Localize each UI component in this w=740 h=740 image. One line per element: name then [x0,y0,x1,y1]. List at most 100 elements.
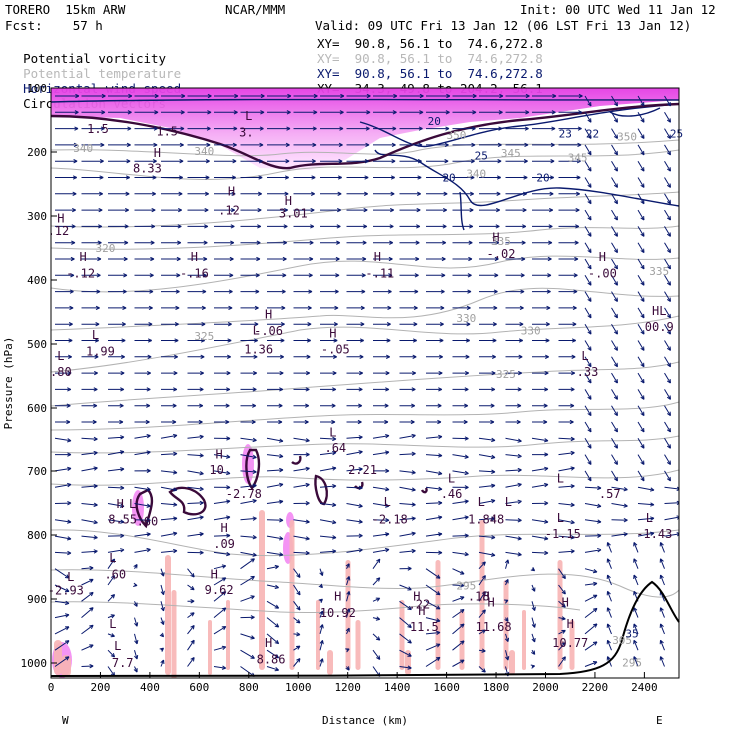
legend-wind-xy: XY= 90.8, 56.1 to 74.6,272.8 [317,66,543,81]
pv-extremum-label: .46 [441,487,463,501]
theta-label: 330 [456,312,476,325]
terrain-line [50,580,680,677]
theta-label: 335 [491,235,511,248]
theta-contour [51,435,679,454]
valid-label: Valid: 09 UTC Fri 13 Jan 12 (06 LST Fri … [315,18,692,33]
pv-extremum-label: H [265,636,272,650]
pv-extremum-label: -.16 [180,266,209,280]
pv-extremum-label: -1.15 [545,527,581,541]
theta-label: 330 [521,324,541,337]
theta-contour [51,287,679,331]
wind-speed-label: 23 [559,127,572,140]
pv-extremum-label: H [562,596,569,610]
theta-label: 350 [447,129,467,142]
y-tick-label: 400 [27,274,47,287]
y-tick-label: 600 [27,402,47,415]
pv-contour [51,102,679,170]
theta-contour [51,139,679,157]
east-label: E [656,714,663,727]
wind-speed-label: 20 [442,171,455,184]
pv-extremum-label: L [448,472,455,486]
y-tick-label: 800 [27,529,47,542]
init-label: Init: 00 UTC Wed 11 Jan 12 [520,2,716,17]
pv-contour [354,481,428,494]
pv-extremum-label: L [478,495,485,509]
pv-extremum-label: 00.9 [645,320,674,334]
theta-label: 335 [649,265,669,278]
y-tick-label: 1000 [21,657,48,670]
moisture-column [569,620,575,670]
pv-extremum-label: 1.99 [86,345,115,359]
pv-extremum-label: H [57,211,64,225]
pv-extremum-label: 1.36 [244,343,273,357]
pv-extremum-label: -.06 [254,324,283,338]
pv-extremum-label: H [117,497,124,511]
theta-label: 305 [612,634,632,647]
legend-pv-name: Potential vorticity [23,51,167,66]
pv-extremum-label: 10.92 [320,606,356,620]
fcst-label: Fcst: 57 h [5,18,103,33]
pv-extremum-label: -2.18 [372,512,408,526]
moisture-column [226,600,230,670]
moisture-column [54,640,62,675]
y-tick-label: 700 [27,465,47,478]
theta-label: 350 [617,130,637,143]
pv-extremum-label: -.11 [365,266,394,280]
x-tick-label: 400 [140,681,160,694]
theta-contour [51,315,679,373]
x-tick-label: 1200 [334,681,361,694]
pv-extremum-label: 1.5 [87,122,109,136]
theta-label: 325 [194,330,214,343]
pv-extremum-label: H [211,568,218,582]
pv-contour [135,488,154,529]
pv-extremum-label: H [285,194,292,208]
pv-extremum-label: H [191,250,198,264]
pv-extremum-label: L [114,639,121,653]
theta-contour [51,401,679,431]
pv-extremum-label: H [413,589,420,603]
pv-extremum-label: L [253,323,260,337]
pv-extremum-label: H [329,327,336,341]
x-tick-label: 200 [91,681,111,694]
pv-extremum-label: L [57,349,64,363]
pv-extremum-label: 7.7 [112,656,134,670]
y-tick-label: 300 [27,210,47,223]
pv-extremum-label: 11.68 [476,620,512,634]
pv-extremum-label: H [599,250,606,264]
legend-theta: Potential temperature [8,51,181,81]
pv-extremum-label: H [487,596,494,610]
pv-extremum-label: .18 [468,589,490,603]
wind-speed-label: 25 [475,150,488,163]
pv-extremum-label: L [646,511,653,525]
pv-extremum-label: L [67,570,74,584]
x-tick-label: 2200 [582,681,609,694]
pv-extremum-label: .60 [137,514,159,528]
moisture-column [509,650,515,675]
pv-extremum-label: HL [652,304,666,318]
pv-extremum-label: .33 [577,365,599,379]
y-tick-label: 100 [27,82,47,95]
moisture-column [345,560,351,670]
pv-contour [168,486,207,516]
pv-extremum-label: -.12 [66,266,95,280]
x-tick-label: 1400 [384,681,411,694]
theta-label: 295 [622,657,642,670]
pv-extremum-label: L [329,425,336,439]
y-axis-title: Pressure (hPa) [2,337,15,430]
west-label: W [62,714,69,727]
pv-extremum-label: H [492,231,499,245]
pv-extremum-label: 8.33 [133,161,162,175]
pv-extremum-label: .57 [599,487,621,501]
theta-contour [51,469,679,486]
y-tick-label: 900 [27,593,47,606]
pv-extremum-label: .80 [50,365,72,379]
pv-extremum-label: H [154,146,161,160]
legend-pv-xy: XY= 90.8, 56.1 to 74.6,272.8 [317,36,543,51]
pv-extremum-label: -.02 [487,247,516,261]
theta-contour [51,569,679,598]
legend-theta-name: Potential temperature [23,66,182,81]
pv-extremum-label: 9.62 [205,583,234,597]
x-tick-label: 800 [239,681,259,694]
wind-speed-contour [609,107,661,117]
moisture-column [503,580,509,670]
